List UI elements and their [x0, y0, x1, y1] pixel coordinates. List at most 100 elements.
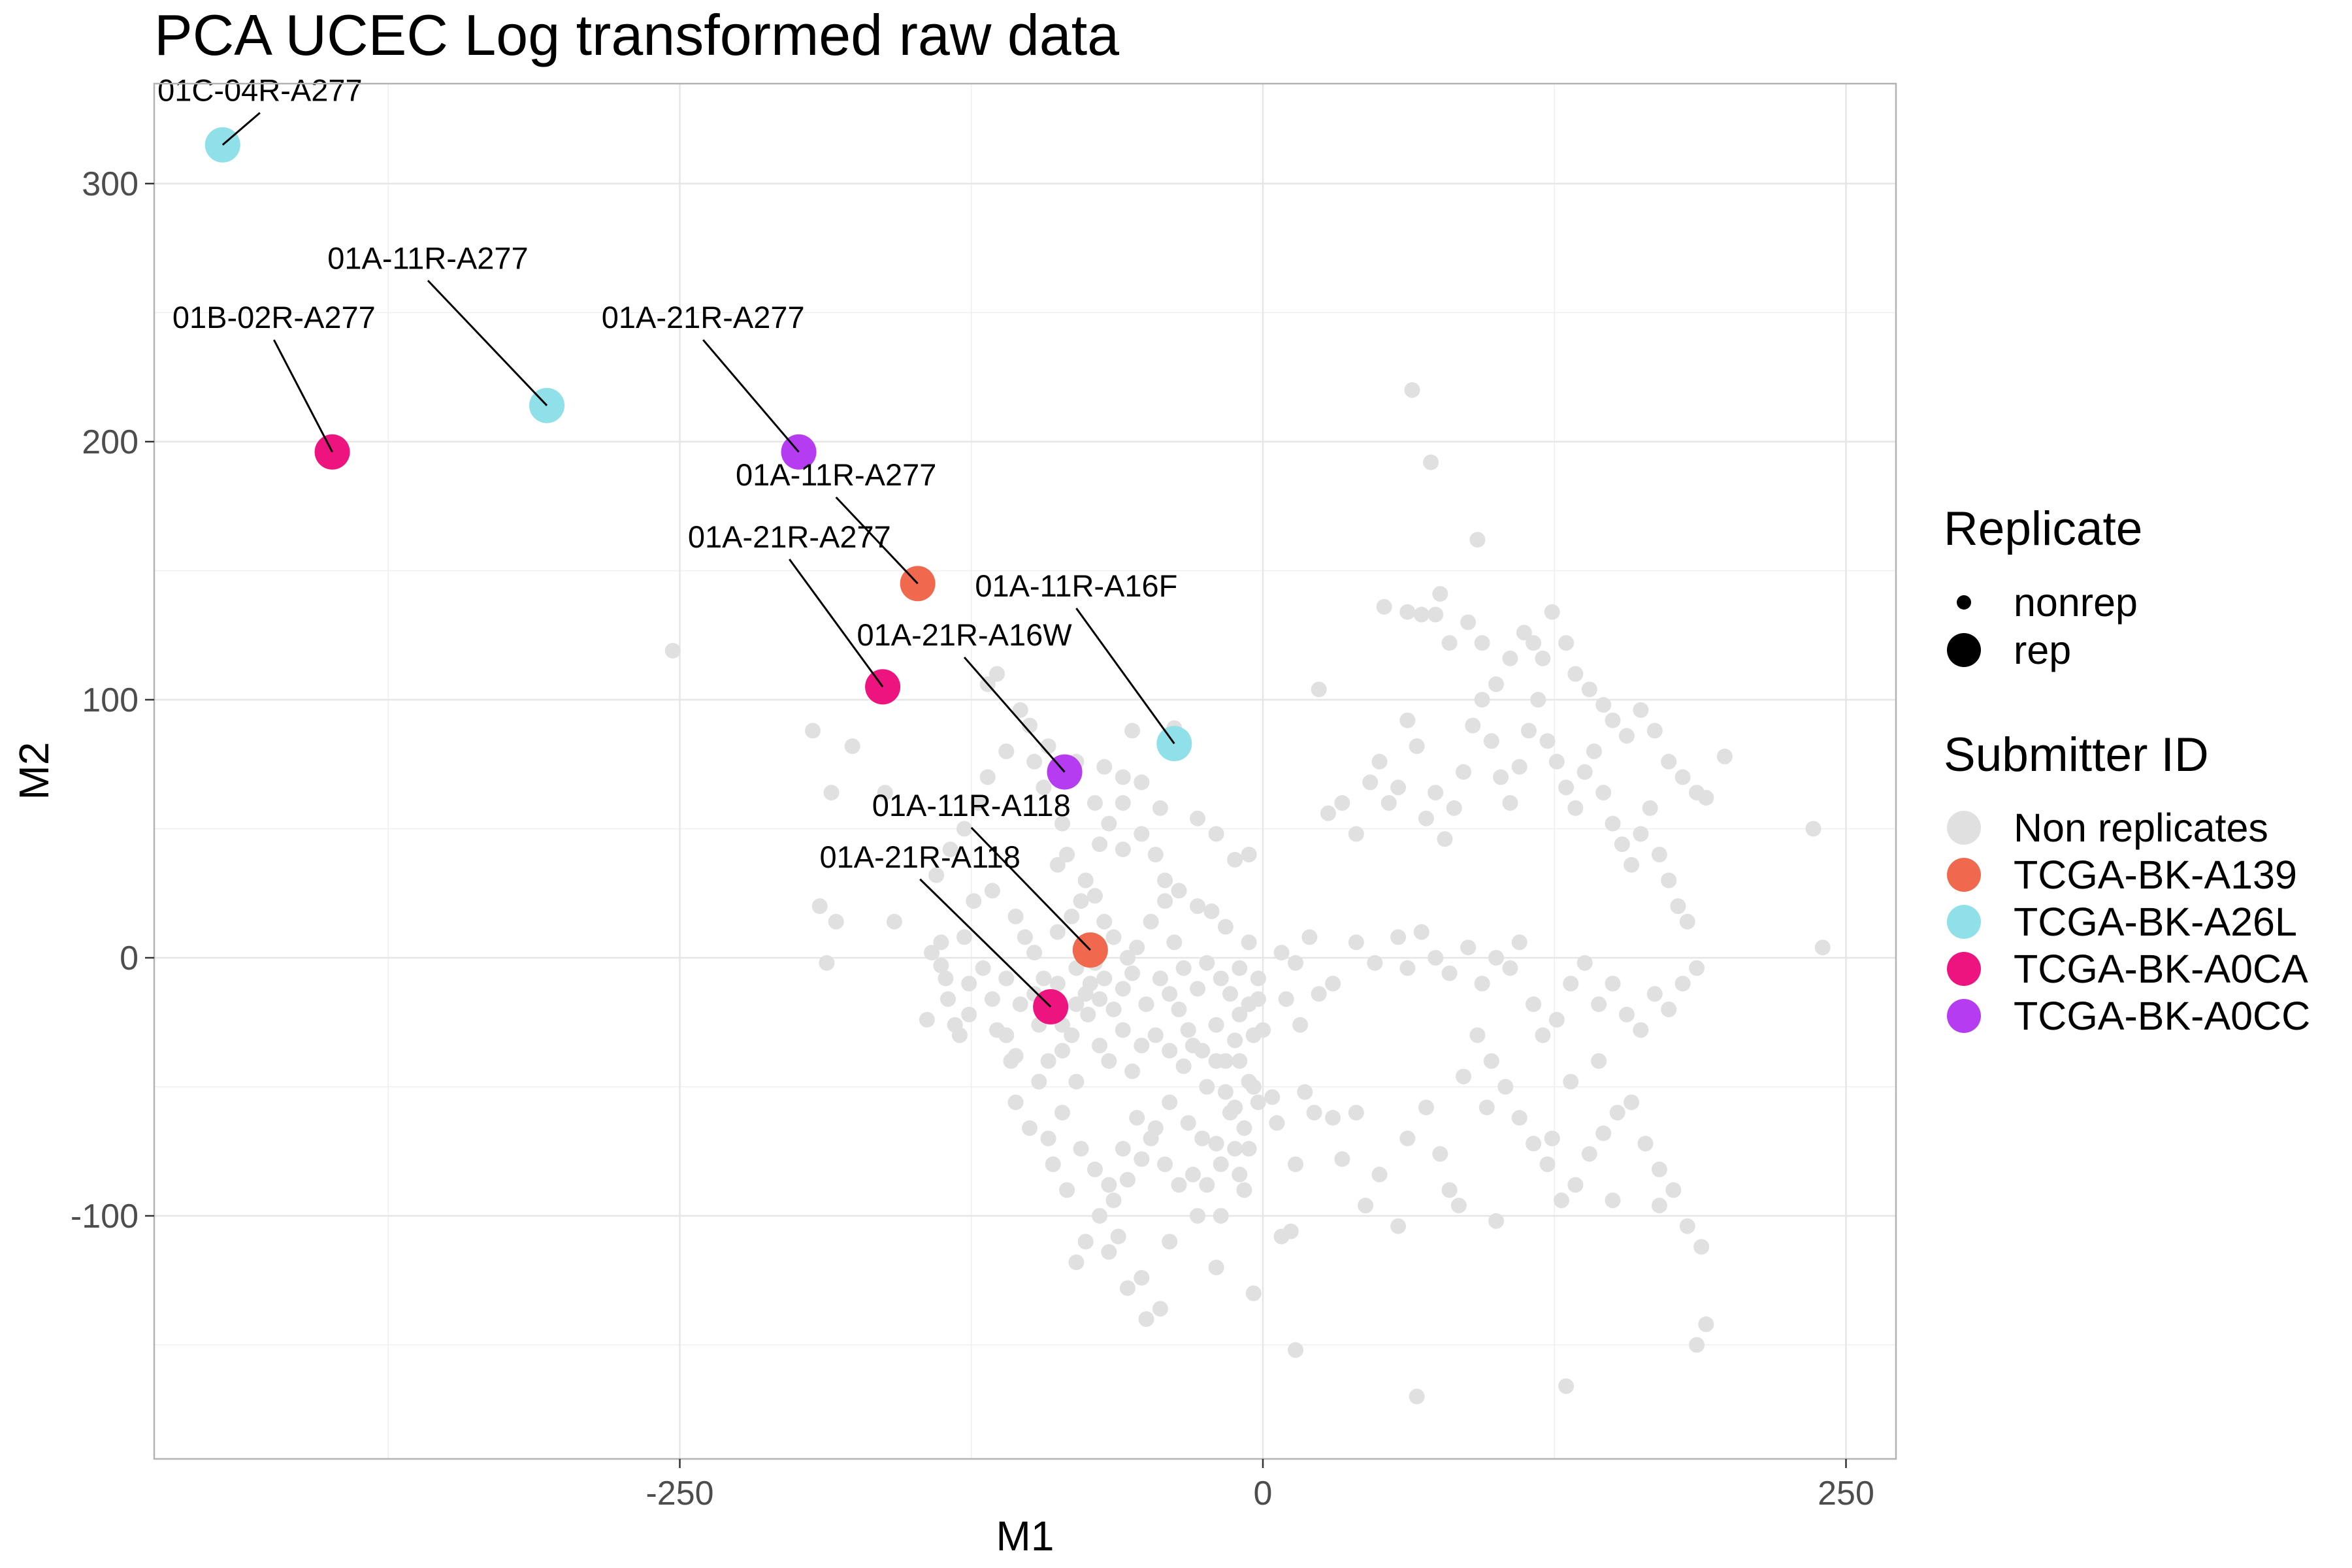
- nonrep-point: [933, 934, 949, 951]
- nonrep-point: [1194, 1043, 1211, 1059]
- nonrep-point: [1483, 1053, 1499, 1069]
- nonrep-point: [1674, 769, 1691, 785]
- nonrep-point: [1301, 929, 1318, 945]
- nonrep-point: [1399, 960, 1416, 976]
- point-label: 01A-21R-A16W: [857, 617, 1072, 652]
- nonrep-point: [1278, 991, 1294, 1007]
- point-label: 01A-11R-A16F: [975, 568, 1177, 603]
- nonrep-point: [1526, 635, 1542, 651]
- nonrep-point: [1073, 893, 1089, 909]
- nonrep-point: [1012, 996, 1028, 1013]
- nonrep-point: [1059, 1182, 1075, 1198]
- nonrep-point: [1208, 826, 1224, 842]
- nonrep-point: [1576, 764, 1593, 780]
- nonrep-point: [933, 957, 949, 973]
- nonrep-point: [1605, 712, 1621, 728]
- x-tick-label: 250: [1818, 1475, 1874, 1512]
- nonrep-point: [1581, 1146, 1597, 1162]
- nonrep-point: [956, 821, 973, 837]
- label-leader-line: [702, 339, 800, 453]
- nonrep-point: [1698, 790, 1714, 806]
- nonrep-point: [1595, 696, 1612, 713]
- nonrep-point: [1609, 1105, 1625, 1120]
- nonrep-point: [1558, 635, 1575, 651]
- nonrep-point: [1049, 857, 1066, 873]
- nonrep-point: [1618, 728, 1635, 744]
- nonrep-point: [1567, 666, 1584, 682]
- nonrep-point: [1152, 800, 1168, 816]
- nonrep-point: [928, 867, 945, 883]
- nonrep-point: [1232, 1166, 1248, 1183]
- chart-title: PCA UCEC Log transformed raw data: [154, 3, 1119, 67]
- nonrep-point: [1031, 1073, 1047, 1090]
- nonrep-point: [1273, 1228, 1290, 1245]
- nonrep-point: [1171, 1177, 1187, 1193]
- nonrep-point: [1264, 1089, 1281, 1105]
- nonrep-point: [1086, 888, 1103, 904]
- nonrep-point: [819, 955, 835, 971]
- nonrep-point: [1236, 1182, 1252, 1198]
- nonrep-point: [1250, 970, 1266, 987]
- nonrep-point: [1026, 753, 1043, 770]
- nonrep-point: [1101, 1244, 1117, 1260]
- nonrep-point: [1245, 1285, 1262, 1301]
- nonrep-point: [1203, 903, 1220, 919]
- legend-color-key: [1947, 952, 1981, 986]
- legend-color-label: TCGA-BK-A0CA: [2014, 947, 2308, 991]
- legend-color-key: [1947, 905, 1981, 939]
- nonrep-point: [1147, 847, 1164, 862]
- nonrep-point: [1535, 650, 1551, 666]
- nonrep-point: [998, 970, 1015, 987]
- nonrep-point: [1437, 831, 1453, 847]
- legend-title-submitter: Submitter ID: [1944, 728, 2209, 781]
- nonrep-point: [1651, 1198, 1667, 1214]
- nonrep-point: [1432, 1146, 1448, 1162]
- nonrep-point: [1096, 913, 1113, 930]
- nonrep-point: [1399, 712, 1416, 728]
- nonrep-point: [1674, 975, 1691, 992]
- nonrep-point: [1488, 676, 1504, 693]
- label-leader-line: [427, 280, 548, 406]
- nonrep-point: [1190, 898, 1206, 914]
- nonrep-point: [1184, 1166, 1201, 1183]
- nonrep-point: [1624, 857, 1640, 873]
- nonrep-point: [1157, 872, 1173, 889]
- point-label: 01A-21R-A118: [819, 840, 1020, 874]
- nonrep-point: [1558, 1378, 1575, 1394]
- nonrep-point: [1558, 779, 1575, 796]
- legend-size-key: [1947, 633, 1981, 667]
- x-axis-title: M1: [996, 1512, 1054, 1560]
- nonrep-point: [1563, 1073, 1579, 1090]
- nonrep-point: [1227, 1032, 1243, 1049]
- nonrep-point: [1227, 1100, 1243, 1116]
- nonrep-point: [1101, 1177, 1117, 1193]
- nonrep-point: [1175, 960, 1192, 976]
- nonrep-point: [984, 883, 1000, 899]
- nonrep-point: [1661, 753, 1677, 770]
- nonrep-point: [1194, 1130, 1211, 1147]
- nonrep-point: [961, 1006, 977, 1022]
- nonrep-point: [1068, 1073, 1085, 1090]
- nonrep-point: [1539, 1156, 1556, 1172]
- grid: [154, 84, 1896, 1459]
- nonrep-point: [1637, 1135, 1654, 1152]
- nonrep-point: [979, 769, 996, 785]
- nonrep-point: [1105, 1002, 1122, 1017]
- nonrep-point: [1092, 1037, 1108, 1054]
- nonrep-point: [1539, 733, 1556, 749]
- nonrep-point: [1502, 650, 1518, 666]
- legend-size-label: rep: [2014, 628, 2071, 672]
- nonrep-point: [1287, 955, 1303, 971]
- nonrep-point: [1320, 805, 1336, 821]
- nonrep-point: [1441, 635, 1458, 651]
- nonrep-point: [1646, 986, 1663, 1002]
- nonrep-point: [804, 723, 821, 739]
- nonrep-point: [1474, 692, 1490, 708]
- nonrep-point: [1036, 779, 1052, 796]
- nonrep-point: [1460, 939, 1477, 956]
- nonrep-point: [1362, 774, 1379, 791]
- label-leader-line: [221, 112, 261, 146]
- point-label: 01B-02R-A277: [172, 300, 376, 335]
- nonrep-point: [1171, 883, 1187, 899]
- nonrep-point: [1591, 996, 1607, 1013]
